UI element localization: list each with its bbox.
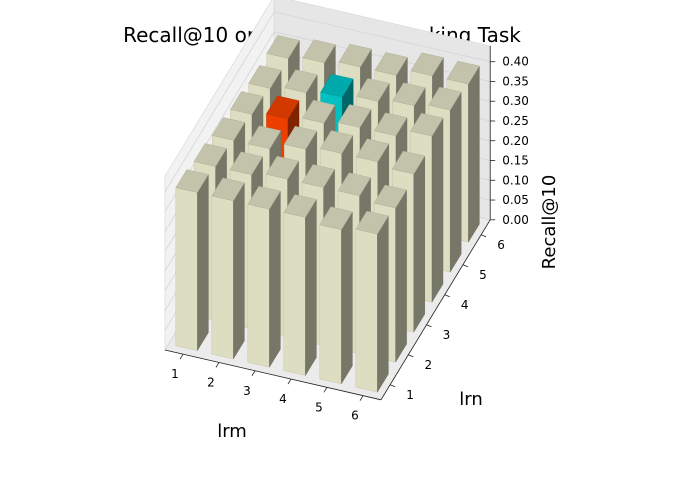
bar-2-1 — [211, 177, 245, 360]
y-axis-label: lrn — [459, 389, 483, 410]
z-gridline — [164, 11, 491, 193]
x-tick-label: 1 — [171, 367, 179, 381]
bar-4-1 — [283, 194, 317, 377]
z-tick-label: 0.10 — [502, 173, 529, 187]
x-tick-label: 6 — [351, 409, 359, 423]
z-tick-label: 0.15 — [502, 154, 529, 168]
y-tick-label: 5 — [479, 268, 487, 282]
z-tick-label: 0.00 — [502, 213, 529, 227]
z-tick-label: 0.25 — [502, 114, 529, 128]
y-tick-label: 3 — [443, 328, 451, 342]
y-tick-label: 4 — [461, 298, 469, 312]
x-axis-line — [164, 349, 382, 401]
z-tick-label: 0.30 — [502, 94, 529, 108]
bar-3-1 — [247, 185, 281, 368]
x-tick-label: 5 — [315, 400, 323, 414]
y-tick-label: 6 — [497, 238, 505, 252]
z-tick-label: 0.05 — [502, 193, 529, 207]
x-tick-label: 4 — [279, 392, 287, 406]
tick-labels: 1 2 3 4 5 6 1 2 3 4 5 6 0.00 0.05 0.10 0.15 0.20 0.25 0.30… — [164, 45, 529, 423]
z-tick-label: 0.20 — [502, 134, 529, 148]
z-tick-label: 0.35 — [502, 74, 529, 88]
bar-1-1 — [175, 169, 209, 352]
y-tick-label: 1 — [406, 388, 414, 402]
bar-5-1 — [319, 206, 353, 385]
y-tick-label: 2 — [424, 358, 432, 372]
bar-6-1 — [355, 210, 389, 393]
bars — [175, 35, 480, 393]
x-tick-label: 3 — [243, 384, 251, 398]
y-axis-line — [380, 219, 491, 401]
z-tick-label: 0.40 — [502, 55, 529, 69]
x-tick-label: 2 — [207, 375, 215, 389]
z-axis-label: Recall@10 — [539, 175, 560, 270]
x-axis-label: lrm — [217, 421, 247, 442]
